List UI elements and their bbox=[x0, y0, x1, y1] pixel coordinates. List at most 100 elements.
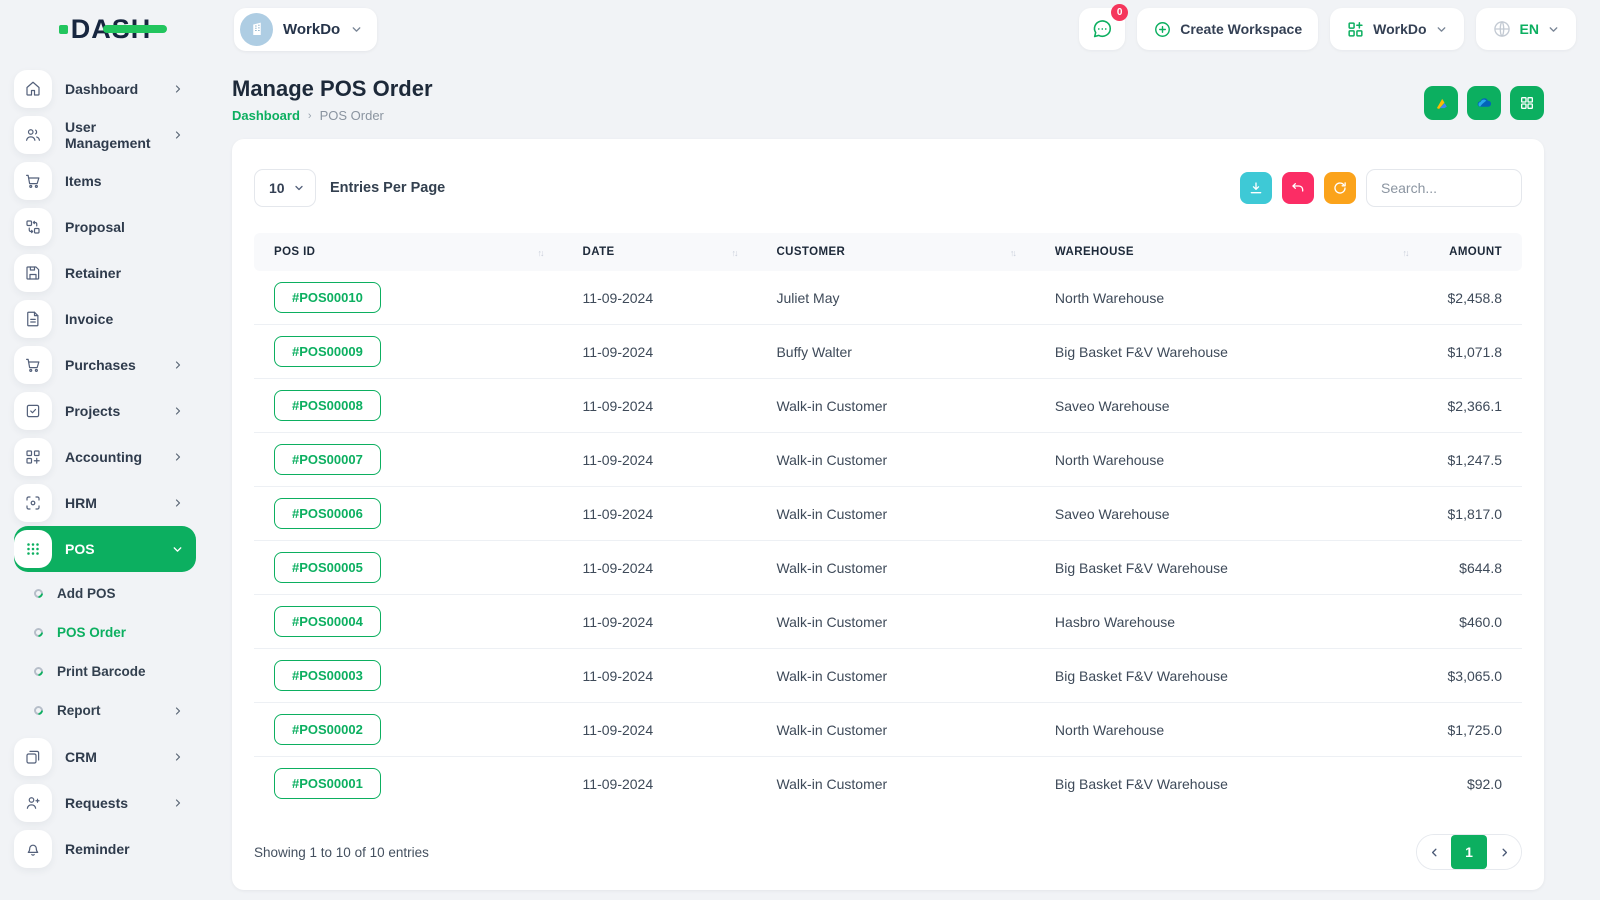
pos-id-link[interactable]: #POS00007 bbox=[274, 444, 381, 475]
customer-name: Walk-in Customer bbox=[776, 451, 888, 468]
breadcrumb-dashboard-link[interactable]: Dashboard bbox=[232, 108, 300, 123]
sidebar-item-projects[interactable]: Projects bbox=[14, 388, 196, 434]
grid-view-button[interactable] bbox=[1510, 86, 1544, 120]
pos-id-link[interactable]: #POS00003 bbox=[274, 660, 381, 691]
warehouse-name: Saveo Warehouse bbox=[1054, 505, 1170, 522]
pos-id-link[interactable]: #POS00001 bbox=[274, 768, 381, 799]
bell-icon bbox=[14, 830, 52, 868]
customer-name: Walk-in Customer bbox=[776, 667, 888, 684]
customer-name: Walk-in Customer bbox=[776, 505, 888, 522]
customer-name: Walk-in Customer bbox=[776, 613, 888, 630]
pos-id-link[interactable]: #POS00009 bbox=[274, 336, 381, 367]
column-header-amount[interactable]: AMOUNT bbox=[1427, 233, 1522, 271]
chevron-right-icon: › bbox=[307, 109, 312, 122]
pos-id-link[interactable]: #POS00002 bbox=[274, 714, 381, 745]
topbar: DASH WorkDo 0 Create Workspace WorkDo bbox=[0, 0, 1600, 58]
submenu-item-add-pos[interactable]: Add POS bbox=[14, 574, 196, 613]
pagination: 1 bbox=[1416, 834, 1522, 870]
copy-icon bbox=[14, 738, 52, 776]
sidebar-item-dashboard[interactable]: Dashboard bbox=[14, 66, 196, 112]
brand-logo[interactable]: DASH bbox=[0, 14, 210, 45]
warehouse-name: Big Basket F&V Warehouse bbox=[1054, 775, 1228, 792]
chevron-right-icon bbox=[172, 751, 184, 763]
column-header-date[interactable]: DATE ↑↓ bbox=[562, 233, 757, 271]
previous-page-button[interactable] bbox=[1417, 835, 1451, 869]
sidebar-item-reminder[interactable]: Reminder bbox=[14, 826, 196, 872]
reset-button[interactable] bbox=[1282, 172, 1314, 204]
messages-button[interactable]: 0 bbox=[1079, 4, 1129, 50]
chevron-right-icon bbox=[172, 451, 184, 463]
search-input[interactable] bbox=[1366, 169, 1522, 207]
order-amount: $2,458.8 bbox=[1447, 289, 1503, 306]
sidebar-item-proposal[interactable]: Proposal bbox=[14, 204, 196, 250]
globe-icon bbox=[1492, 19, 1512, 39]
refresh-button[interactable] bbox=[1324, 172, 1356, 204]
workspace-apps-button[interactable]: WorkDo bbox=[1330, 8, 1464, 50]
warehouse-name: Big Basket F&V Warehouse bbox=[1054, 559, 1228, 576]
sidebar-item-items[interactable]: Items bbox=[14, 158, 196, 204]
pos-id-link[interactable]: #POS00008 bbox=[274, 390, 381, 421]
pos-id-link[interactable]: #POS00005 bbox=[274, 552, 381, 583]
order-amount: $460.0 bbox=[1459, 613, 1502, 630]
column-header-customer[interactable]: CUSTOMER ↑↓ bbox=[756, 233, 1035, 271]
user-plus-icon bbox=[14, 784, 52, 822]
order-amount: $1,725.0 bbox=[1447, 721, 1503, 738]
chevron-right-icon bbox=[172, 405, 184, 417]
pos-id-link[interactable]: #POS00010 bbox=[274, 282, 381, 313]
grid-plus-icon bbox=[1346, 20, 1365, 39]
submenu-item-report[interactable]: Report bbox=[14, 691, 196, 730]
order-date: 11-09-2024 bbox=[582, 667, 654, 684]
submenu-item-pos-order[interactable]: POS Order bbox=[14, 613, 196, 652]
chevron-right-icon bbox=[172, 359, 184, 371]
order-amount: $1,071.8 bbox=[1447, 343, 1503, 360]
sidebar-item-purchases[interactable]: Purchases bbox=[14, 342, 196, 388]
table-row: #POS00004 11-09-2024 Walk-in Customer Ha… bbox=[254, 594, 1522, 649]
entries-per-page-select[interactable]: 10 bbox=[254, 169, 316, 207]
create-workspace-button[interactable]: Create Workspace bbox=[1137, 8, 1319, 50]
sidebar-item-accounting[interactable]: Accounting bbox=[14, 434, 196, 480]
warehouse-name: North Warehouse bbox=[1054, 721, 1165, 738]
language-label: EN bbox=[1519, 21, 1539, 37]
sidebar-item-invoice[interactable]: Invoice bbox=[14, 296, 196, 342]
chevron-down-icon bbox=[350, 23, 363, 36]
export-download-button[interactable] bbox=[1240, 172, 1272, 204]
download-icon bbox=[1248, 180, 1264, 196]
chevron-down-icon bbox=[1547, 23, 1560, 36]
warehouse-name: Big Basket F&V Warehouse bbox=[1054, 343, 1228, 360]
onedrive-export-button[interactable] bbox=[1467, 86, 1501, 120]
order-amount: $92.0 bbox=[1466, 775, 1502, 792]
sidebar-item-crm[interactable]: CRM bbox=[14, 734, 196, 780]
page-number[interactable]: 1 bbox=[1451, 835, 1487, 869]
main-content: Manage POS Order Dashboard › POS Order bbox=[210, 58, 1600, 900]
table-row: #POS00009 11-09-2024 Buffy Walter Big Ba… bbox=[254, 324, 1522, 379]
pos-id-link[interactable]: #POS00006 bbox=[274, 498, 381, 529]
sidebar-item-hrm[interactable]: HRM bbox=[14, 480, 196, 526]
chevron-down-icon bbox=[171, 543, 184, 556]
users-icon bbox=[14, 116, 52, 154]
sidebar-item-user-management[interactable]: User Management bbox=[14, 112, 196, 158]
entries-per-page-value: 10 bbox=[269, 180, 285, 196]
workspace-selector[interactable]: WorkDo bbox=[234, 7, 378, 51]
sidebar-item-retainer[interactable]: Retainer bbox=[14, 250, 196, 296]
submenu-item-print-barcode[interactable]: Print Barcode bbox=[14, 652, 196, 691]
next-page-button[interactable] bbox=[1487, 835, 1521, 869]
pos-id-link[interactable]: #POS00004 bbox=[274, 606, 381, 637]
order-date: 11-09-2024 bbox=[582, 505, 654, 522]
language-selector[interactable]: EN bbox=[1475, 8, 1576, 50]
google-drive-export-button[interactable] bbox=[1424, 86, 1458, 120]
customer-name: Juliet May bbox=[776, 289, 840, 306]
chevron-right-icon bbox=[172, 83, 184, 95]
column-header-pos-id[interactable]: POS ID ↑↓ bbox=[254, 233, 563, 271]
pos-orders-table: POS ID ↑↓ DATE ↑↓ CUSTOMER ↑↓ WAREHOUSE ↑↓ A… bbox=[254, 233, 1522, 810]
check-square-icon bbox=[14, 392, 52, 430]
bullet-icon bbox=[32, 587, 45, 600]
sidebar-item-requests[interactable]: Requests bbox=[14, 780, 196, 826]
sidebar-item-pos[interactable]: POS bbox=[14, 526, 196, 572]
table-row: #POS00005 11-09-2024 Walk-in Customer Bi… bbox=[254, 540, 1522, 595]
customer-name: Walk-in Customer bbox=[776, 397, 888, 414]
sort-icon: ↑↓ bbox=[1402, 248, 1410, 258]
column-header-warehouse[interactable]: WAREHOUSE ↑↓ bbox=[1034, 233, 1428, 271]
grid-icon bbox=[1519, 95, 1535, 111]
table-row: #POS00003 11-09-2024 Walk-in Customer Bi… bbox=[254, 648, 1522, 703]
order-date: 11-09-2024 bbox=[582, 775, 654, 792]
